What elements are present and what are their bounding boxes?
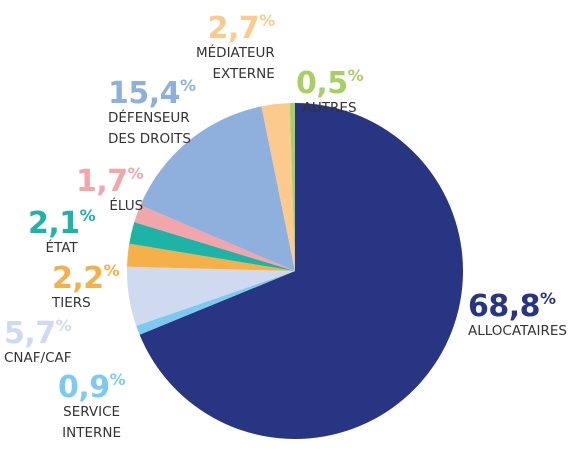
slice-label: 2,1% ÉTAT xyxy=(28,200,96,259)
slice-label: 2,2% TIERS xyxy=(52,255,120,314)
value-number: 1,7 xyxy=(76,164,128,199)
value-number: 15,4 xyxy=(108,76,181,111)
value-number: 2,1 xyxy=(28,206,80,241)
pie-slice xyxy=(136,271,295,335)
pie-slice xyxy=(126,266,295,326)
slice-label: 15,4% DÉFENSEUR DES DROITS xyxy=(108,70,196,150)
value-label: 0,9% xyxy=(58,364,126,405)
value-label: 0,5% xyxy=(296,60,364,101)
value-label: 15,4% xyxy=(108,70,196,110)
pie-slice xyxy=(140,106,295,271)
value-number: 2,2 xyxy=(52,261,104,296)
value-label: 5,7% xyxy=(4,310,72,350)
value-unit: % xyxy=(103,261,120,280)
category-label: SERVICE INTERNE xyxy=(62,404,122,441)
pie-slice xyxy=(134,205,295,271)
value-number: 68,8 xyxy=(468,289,541,324)
value-label: 2,2% xyxy=(52,255,120,296)
slice-label: 5,7% CNAF/CAF xyxy=(4,310,72,369)
value-unit: % xyxy=(79,206,96,225)
value-number: 2,7 xyxy=(207,11,260,46)
value-unit: % xyxy=(259,11,275,30)
slice-label: 0,5% AUTRES xyxy=(296,60,364,119)
pie-slice xyxy=(261,103,295,271)
slice-label: 68,8% ALLOCATAIRES xyxy=(468,283,567,342)
value-label: 1,7% xyxy=(76,158,144,199)
value-number: 0,5 xyxy=(296,66,348,101)
category-label: ÉLUS xyxy=(109,198,144,214)
value-unit: % xyxy=(109,370,126,389)
category-label: TIERS xyxy=(52,295,91,311)
value-number: 5,7 xyxy=(4,316,56,351)
value-unit: % xyxy=(347,66,364,85)
pie-slice xyxy=(289,103,295,271)
slice-label: 2,7% MÉDIATEUR EXTERNE xyxy=(196,5,275,85)
category-label: DÉFENSEUR DES DROITS xyxy=(108,110,191,147)
category-label: MÉDIATEUR EXTERNE xyxy=(196,45,275,82)
slice-label: 0,9% SERVICE INTERNE xyxy=(58,364,126,444)
pie-slice xyxy=(129,222,295,271)
category-label: AUTRES xyxy=(302,100,357,116)
slice-label: 1,7% ÉLUS xyxy=(76,158,144,217)
value-unit: % xyxy=(127,164,144,183)
value-label: 2,7% xyxy=(196,5,276,46)
value-label: 68,8% xyxy=(468,283,567,323)
value-number: 0,9 xyxy=(58,370,110,405)
pie-slice xyxy=(127,243,295,271)
value-unit: % xyxy=(55,316,72,335)
category-label: CNAF/CAF xyxy=(4,350,72,366)
pie-slice xyxy=(139,103,463,439)
category-label: ÉTAT xyxy=(45,240,78,256)
value-label: 2,1% xyxy=(28,200,96,241)
category-label: ALLOCATAIRES xyxy=(468,323,567,339)
value-unit: % xyxy=(180,76,196,95)
value-unit: % xyxy=(540,289,556,308)
